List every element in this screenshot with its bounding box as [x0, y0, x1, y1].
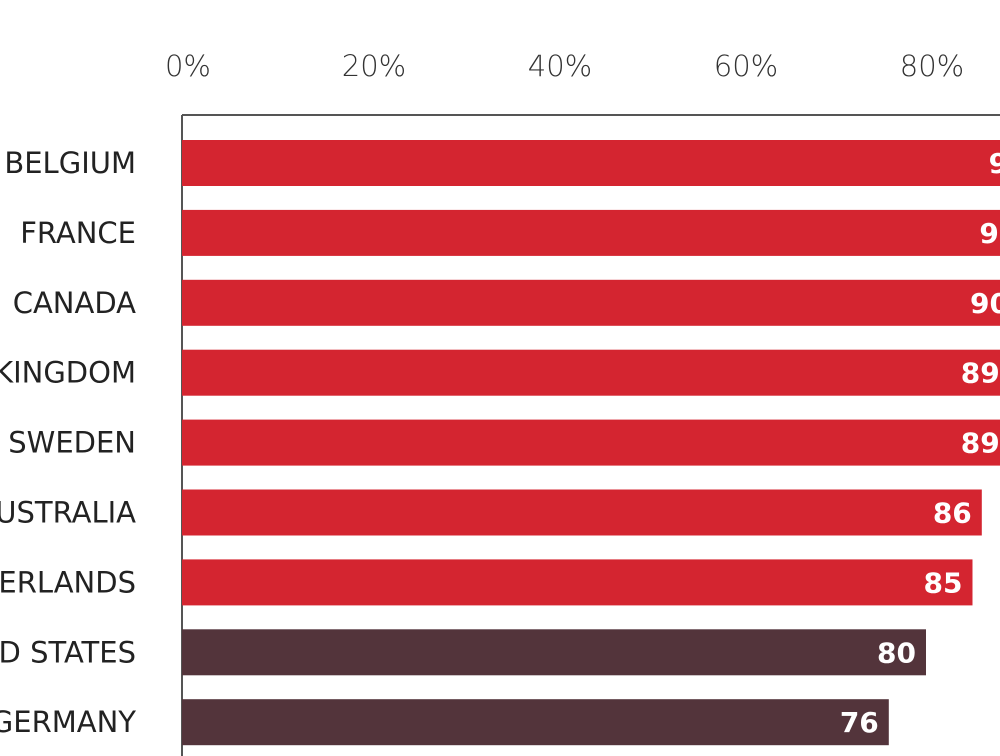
- bar: [182, 419, 1000, 466]
- category-label: BELGIUM: [4, 146, 136, 180]
- category-label: NETHERLANDS: [0, 565, 136, 599]
- value-label: 76: [840, 706, 879, 739]
- bar: [182, 489, 982, 536]
- value-label: 89: [961, 427, 1000, 460]
- bar: [182, 699, 889, 746]
- value-label: 86: [933, 497, 972, 530]
- value-label: 85: [924, 566, 963, 599]
- bar: [182, 140, 1000, 186]
- value-label: 91: [979, 217, 1000, 250]
- value-label: 90: [970, 287, 1000, 320]
- bar: [182, 279, 1000, 326]
- x-tick-label: 0%: [165, 49, 211, 83]
- bar: [182, 629, 926, 676]
- category-label: FRANCE: [20, 216, 136, 250]
- x-tick-label: 60%: [714, 49, 778, 83]
- x-tick-label: 20%: [342, 49, 406, 83]
- category-label: CANADA: [13, 286, 136, 320]
- value-label: 92: [989, 147, 1000, 180]
- bar: [182, 209, 1000, 256]
- value-label: 80: [877, 636, 916, 669]
- category-label: SWEDEN: [8, 426, 136, 460]
- category-label: GERMANY: [0, 705, 136, 739]
- value-label: 89: [961, 357, 1000, 390]
- x-tick-label: 40%: [528, 49, 592, 83]
- category-label: UNITED STATES: [0, 635, 136, 669]
- category-label: AUSTRALIA: [0, 496, 136, 530]
- category-label: UNITED KINGDOM: [0, 356, 136, 390]
- bar: [182, 349, 1000, 396]
- bar: [182, 559, 973, 606]
- x-tick-label: 80%: [900, 49, 964, 83]
